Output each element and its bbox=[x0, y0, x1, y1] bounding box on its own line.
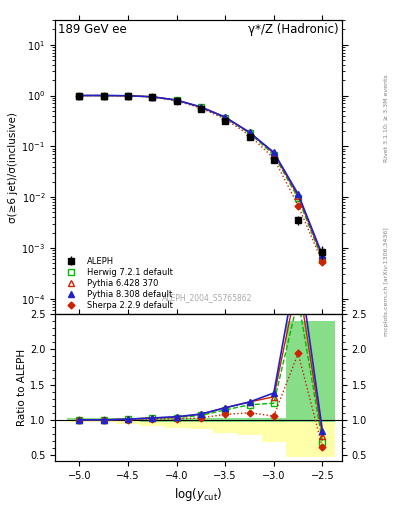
Pythia 8.308 default bbox=[247, 130, 252, 136]
Pythia 6.428 370 bbox=[320, 254, 325, 261]
X-axis label: log($y_\mathrm{cut}$): log($y_\mathrm{cut}$) bbox=[174, 486, 223, 503]
Pythia 8.308 default bbox=[174, 97, 179, 103]
Text: γ*/Z (Hadronic): γ*/Z (Hadronic) bbox=[248, 24, 339, 36]
Herwig 7.2.1 default bbox=[101, 93, 106, 99]
Pythia 6.428 370 bbox=[296, 193, 301, 199]
Pythia 8.308 default bbox=[320, 252, 325, 258]
Herwig 7.2.1 default bbox=[247, 130, 252, 136]
Pythia 6.428 370 bbox=[101, 93, 106, 99]
Pythia 8.308 default bbox=[101, 93, 106, 99]
Sherpa 2.2.9 default bbox=[296, 203, 301, 209]
Line: Pythia 6.428 370: Pythia 6.428 370 bbox=[76, 92, 326, 261]
Pythia 6.428 370 bbox=[150, 94, 154, 100]
Text: Rivet 3.1.10; ≥ 3.3M events: Rivet 3.1.10; ≥ 3.3M events bbox=[384, 74, 389, 162]
Sherpa 2.2.9 default bbox=[223, 116, 228, 122]
Text: 189 GeV ee: 189 GeV ee bbox=[58, 24, 127, 36]
Pythia 8.308 default bbox=[126, 93, 130, 99]
Sherpa 2.2.9 default bbox=[126, 93, 130, 99]
Pythia 6.428 370 bbox=[247, 130, 252, 136]
Text: mcplots.cern.ch [arXiv:1306.3436]: mcplots.cern.ch [arXiv:1306.3436] bbox=[384, 227, 389, 336]
Legend: ALEPH, Herwig 7.2.1 default, Pythia 6.428 370, Pythia 8.308 default, Sherpa 2.2.: ALEPH, Herwig 7.2.1 default, Pythia 6.42… bbox=[59, 257, 173, 310]
Text: ALEPH_2004_S5765862: ALEPH_2004_S5765862 bbox=[162, 293, 252, 302]
Pythia 6.428 370 bbox=[198, 104, 203, 110]
Line: Pythia 8.308 default: Pythia 8.308 default bbox=[76, 92, 326, 259]
Pythia 6.428 370 bbox=[174, 97, 179, 103]
Herwig 7.2.1 default bbox=[77, 93, 82, 99]
Sherpa 2.2.9 default bbox=[77, 93, 82, 99]
Herwig 7.2.1 default bbox=[150, 94, 154, 100]
Pythia 8.308 default bbox=[223, 114, 228, 120]
Pythia 6.428 370 bbox=[223, 114, 228, 120]
Herwig 7.2.1 default bbox=[223, 115, 228, 121]
Pythia 6.428 370 bbox=[77, 93, 82, 99]
Sherpa 2.2.9 default bbox=[174, 98, 179, 104]
Herwig 7.2.1 default bbox=[296, 195, 301, 201]
Sherpa 2.2.9 default bbox=[320, 259, 325, 265]
Sherpa 2.2.9 default bbox=[150, 94, 154, 100]
Pythia 8.308 default bbox=[296, 191, 301, 197]
Sherpa 2.2.9 default bbox=[101, 93, 106, 99]
Line: Sherpa 2.2.9 default: Sherpa 2.2.9 default bbox=[77, 93, 325, 265]
Line: Herwig 7.2.1 default: Herwig 7.2.1 default bbox=[76, 92, 325, 263]
Y-axis label: σ(≥6 jet)/σ(inclusive): σ(≥6 jet)/σ(inclusive) bbox=[8, 112, 18, 223]
Herwig 7.2.1 default bbox=[320, 257, 325, 263]
Pythia 6.428 370 bbox=[126, 93, 130, 99]
Sherpa 2.2.9 default bbox=[247, 132, 252, 138]
Herwig 7.2.1 default bbox=[198, 104, 203, 111]
Pythia 8.308 default bbox=[150, 94, 154, 100]
Sherpa 2.2.9 default bbox=[198, 105, 203, 111]
Y-axis label: Ratio to ALEPH: Ratio to ALEPH bbox=[17, 349, 27, 426]
Pythia 8.308 default bbox=[272, 150, 276, 156]
Herwig 7.2.1 default bbox=[272, 152, 276, 158]
Sherpa 2.2.9 default bbox=[272, 155, 276, 161]
Pythia 6.428 370 bbox=[272, 150, 276, 156]
Pythia 8.308 default bbox=[198, 104, 203, 110]
Pythia 8.308 default bbox=[77, 93, 82, 99]
Herwig 7.2.1 default bbox=[126, 93, 130, 99]
Herwig 7.2.1 default bbox=[174, 97, 179, 103]
